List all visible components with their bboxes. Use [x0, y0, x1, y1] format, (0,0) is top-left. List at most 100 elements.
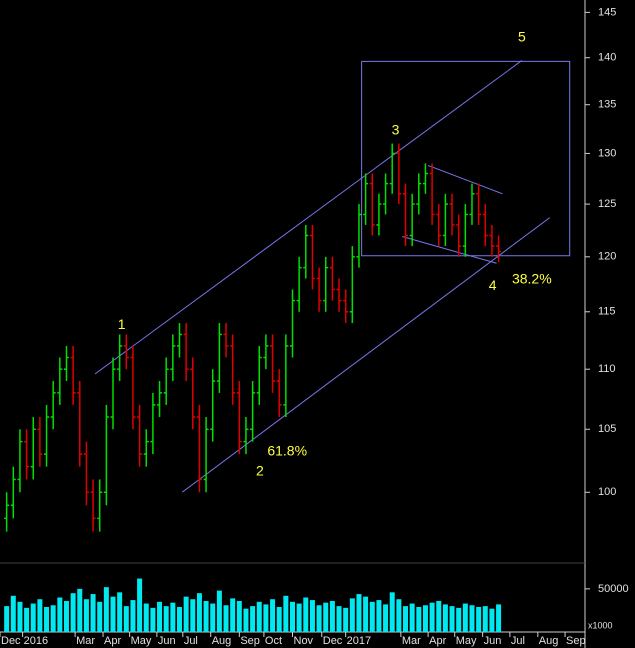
y-tick-label: 135	[598, 99, 616, 111]
trend-line	[427, 164, 503, 195]
x-tick-label: 2016	[24, 635, 48, 647]
volume-bar	[376, 600, 382, 632]
y-tick-label: 130	[598, 147, 616, 159]
y-tick-label: 140	[598, 52, 616, 64]
volume-bar	[469, 605, 475, 632]
x-tick-label: Mar	[402, 635, 421, 647]
volume-bar	[396, 599, 402, 632]
volume-bar	[316, 605, 322, 632]
volume-bar	[117, 592, 123, 632]
wave-label: 3	[392, 121, 400, 137]
volume-bar	[130, 600, 136, 632]
volume-bar	[196, 593, 202, 632]
trend-line	[181, 217, 551, 493]
volume-bar	[403, 606, 409, 632]
volume-bar	[383, 604, 389, 632]
x-tick-label: Oct	[265, 635, 282, 647]
x-tick-label: Dec	[1, 635, 21, 647]
volume-bar	[243, 608, 249, 632]
volume-bar	[250, 606, 256, 632]
volume-bar	[429, 602, 435, 632]
volume-bar	[183, 596, 189, 632]
volume-bar	[336, 606, 342, 632]
y-tick-label: 110	[598, 363, 616, 375]
volume-bar	[150, 607, 156, 632]
volume-bar	[203, 600, 209, 632]
x-tick-label: May	[131, 635, 152, 647]
volume-bar	[323, 602, 329, 632]
volume-bar	[170, 602, 176, 632]
volume-bar	[496, 604, 502, 632]
volume-bar	[77, 588, 83, 632]
y-tick-label: 125	[598, 198, 616, 210]
y-tick-label: 145	[598, 6, 616, 18]
y-tick-label: 100	[598, 486, 616, 498]
volume-bar	[123, 606, 129, 632]
x-tick-label: May	[456, 635, 477, 647]
volume-bar	[210, 603, 216, 632]
volume-bar	[216, 590, 222, 632]
volume-bar	[270, 599, 276, 632]
volume-bar	[137, 578, 143, 632]
volume-bar	[489, 608, 495, 632]
x-tick-label: 2017	[347, 635, 371, 647]
volume-bar	[83, 599, 89, 632]
volume-bar	[263, 604, 269, 632]
volume-unit: x1000	[588, 620, 613, 630]
volume-bar	[110, 596, 116, 632]
volume-bar	[436, 600, 442, 632]
volume-bar	[30, 603, 36, 632]
volume-bar	[63, 600, 69, 632]
wave-label: 38.2%	[512, 270, 552, 286]
volume-bar	[476, 606, 482, 632]
volume-bar	[37, 599, 43, 632]
volume-bar	[462, 603, 468, 632]
volume-bar	[143, 603, 149, 632]
x-tick-label: Jun	[484, 635, 502, 647]
volume-bar	[24, 607, 30, 632]
volume-bar	[482, 606, 488, 632]
volume-bar	[256, 601, 262, 632]
volume-bar	[176, 606, 182, 632]
volume-bar	[90, 594, 96, 632]
volume-bar	[363, 596, 369, 632]
volume-bar	[70, 593, 76, 632]
volume-bar	[4, 606, 10, 632]
volume-bar	[456, 607, 462, 632]
y-tick-label: 105	[598, 423, 616, 435]
volume-bar	[290, 601, 295, 632]
volume-bar	[17, 601, 23, 632]
wave-label: 2	[256, 462, 264, 478]
volume-bar	[409, 603, 415, 632]
volume-bar	[356, 594, 362, 632]
wave-label: 4	[489, 277, 497, 293]
x-tick-label: Nov	[294, 635, 314, 647]
x-tick-label: Apr	[104, 635, 121, 647]
y-tick-label: 115	[598, 306, 616, 318]
volume-bar	[236, 600, 242, 632]
volume-bar	[389, 592, 395, 632]
volume-bar	[44, 606, 50, 632]
x-tick-label: Dec	[323, 635, 343, 647]
volume-bar	[190, 599, 196, 632]
x-tick-label: Sep	[566, 635, 586, 647]
volume-bar	[97, 601, 103, 632]
volume-tick-label: 50000	[598, 583, 629, 595]
volume-bar	[309, 600, 315, 632]
volume-bar	[50, 605, 56, 632]
trend-line	[361, 60, 571, 257]
volume-bar	[449, 606, 455, 632]
trend-line	[402, 236, 497, 264]
volume-bar	[276, 606, 282, 632]
x-tick-label: Sep	[240, 635, 260, 647]
volume-bar	[349, 598, 355, 632]
x-tick-label: Apr	[429, 635, 446, 647]
y-tick-label: 120	[598, 251, 616, 263]
x-tick-label: Aug	[212, 635, 232, 647]
volume-bar	[416, 606, 422, 632]
x-tick-label: Jul	[184, 635, 198, 647]
volume-bar	[10, 595, 16, 632]
